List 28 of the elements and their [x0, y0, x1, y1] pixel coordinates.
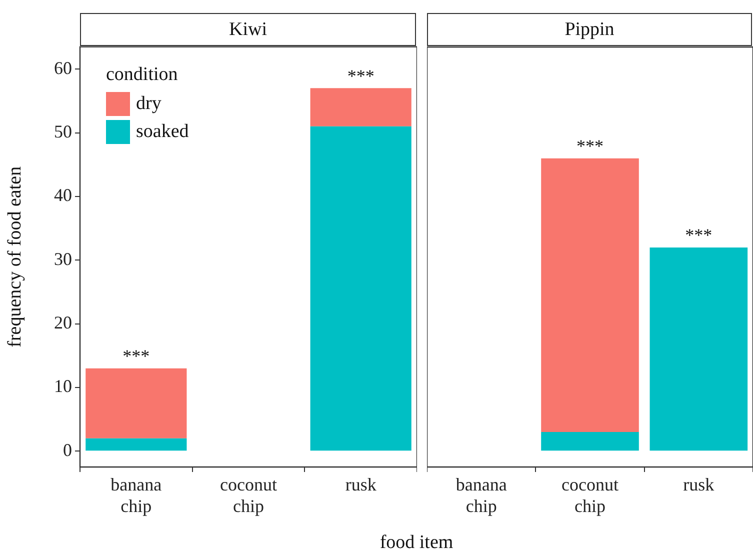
y-tick-label: 30: [54, 248, 72, 269]
y-tick-label: 40: [54, 185, 72, 206]
x-tick-label: rusk: [345, 474, 376, 495]
bar: [310, 126, 412, 451]
annotation: ***: [347, 66, 374, 86]
y-axis-title: frequency of food eaten: [4, 166, 26, 348]
annotation: ***: [122, 346, 150, 366]
chart-title: Kiwi: [80, 13, 416, 46]
legend-label: soaked: [136, 121, 189, 143]
x-tick-label: banana chip: [456, 474, 507, 516]
legend-title: condition: [106, 64, 179, 86]
x-tick-label: coconut chip: [220, 474, 277, 516]
y-tick-label: 0: [63, 440, 72, 460]
legend-label: dry: [136, 93, 162, 115]
bar: [86, 438, 187, 451]
x-tick-label: coconut chip: [562, 474, 618, 516]
y-tick-label: 10: [54, 376, 72, 396]
y-tick-label: 60: [54, 58, 72, 78]
x-axis-title: food item: [378, 532, 454, 554]
bar: [86, 368, 187, 438]
x-tick-label: banana chip: [110, 474, 162, 516]
y-tick-label: 20: [54, 312, 72, 332]
annotation: ***: [685, 225, 712, 246]
annotation: ***: [576, 136, 604, 156]
x-tick-label: rusk: [683, 474, 714, 495]
y-tick-label: 50: [54, 121, 72, 142]
bar: [310, 88, 412, 126]
chart-title: Pippin: [427, 13, 752, 46]
